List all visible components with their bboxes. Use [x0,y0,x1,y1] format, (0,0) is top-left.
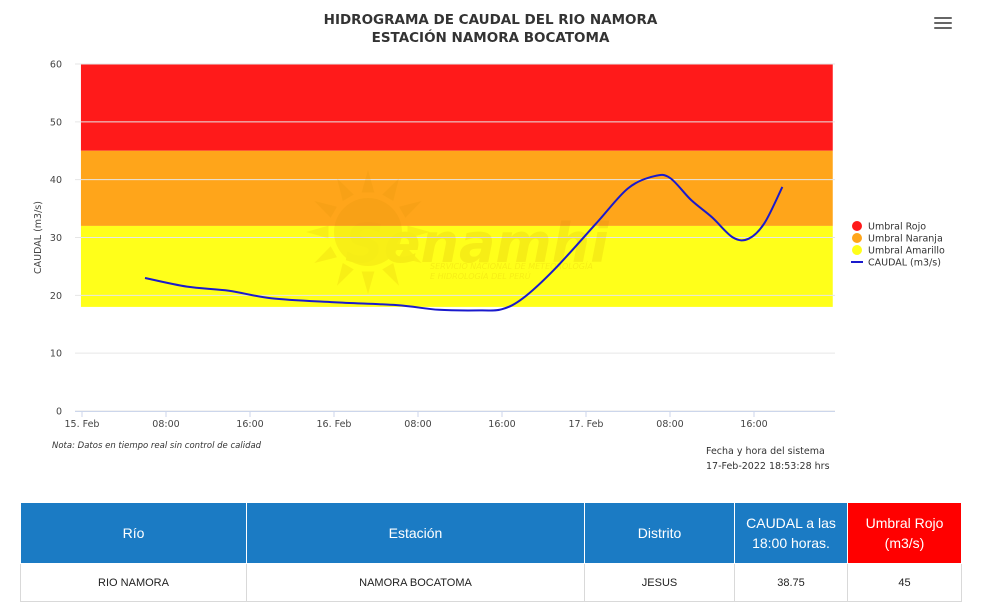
cell-rio: RIO NAMORA [20,563,247,602]
watermark-brand: Senamhi [345,212,610,275]
header-umbral-rojo: Umbral Rojo (m3/s) [847,502,962,564]
y-tick-label: 60 [50,60,62,71]
y-tick-label: 0 [56,407,62,418]
system-time-value: 17-Feb-2022 18:53:28 hrs [706,461,830,472]
x-tick-label: 15. Feb [65,419,100,430]
cell-distrito: JESUS [584,563,735,602]
legend-marker [852,233,862,243]
sun-ray [361,170,375,193]
sun-ray [337,263,354,286]
sun-ray [314,201,337,218]
station-table: Río Estación Distrito CAUDAL a las 18:00… [20,502,962,602]
cell-estacion: NAMORA BOCATOMA [246,563,585,602]
header-estacion: Estación [246,502,585,564]
x-tick-label: 08:00 [152,419,179,430]
watermark-line2: E HIDROLOGÍA DEL PERÚ [430,270,531,281]
sun-ray [314,246,337,263]
y-tick-label: 20 [50,291,62,302]
sun-ray [382,263,399,286]
y-tick-label: 30 [50,233,62,244]
chart-title-block: HIDROGRAMA DE CAUDAL DEL RIO NAMORA ESTA… [0,11,981,47]
table-header-row: Río Estación Distrito CAUDAL a las 18:00… [20,502,962,564]
series-line-caudal [144,173,784,312]
band-umbral-rojo [80,64,833,151]
x-tick-label: 16:00 [740,419,767,430]
chart-title: HIDROGRAMA DE CAUDAL DEL RIO NAMORA [323,12,658,28]
system-time-label: Fecha y hora del sistema [706,446,825,457]
sun-ray [361,271,375,294]
axes: 0 10 20 30 40 50 60 15. Feb 08:00 16:00 16. Feb 08:… [33,60,835,430]
legend-marker [852,245,862,255]
series [144,173,784,312]
legend-marker [852,221,862,231]
band-umbral-amarillo [80,225,833,307]
system-time: Fecha y hora del sistema 17-Feb-2022 18:… [706,444,830,474]
legend-item-label: Umbral Amarillo [868,246,945,257]
y-tick-label: 40 [50,175,62,186]
sun-ray [306,225,329,239]
sun-ray [399,201,422,218]
sun-ray [399,246,422,263]
sun-ray [382,178,399,201]
header-caudal: CAUDAL a las 18:00 horas. [734,502,848,564]
sun-ray [407,225,430,239]
hydrograph-chart: Senamhi SERVICIO NACIONAL DE METEOROLOGÍ… [33,60,945,431]
sun-ray [337,178,354,201]
header-rio: Río [20,502,247,564]
header-distrito: Distrito [584,502,735,564]
chart-subtitle: ESTACIÓN NAMORA BOCATOMA [371,30,610,46]
y-tick-label: 10 [50,349,62,360]
legend-item-label: CAUDAL (m3/s) [868,258,941,269]
cell-umbral-rojo: 45 [847,563,962,602]
hamburger-menu-icon[interactable] [932,14,954,34]
sun-logo-icon [306,170,430,294]
y-tick-label: 50 [50,117,62,128]
x-tick-label: 16. Feb [317,419,352,430]
watermark-line1: SERVICIO NACIONAL DE METEOROLOGÍA [430,260,593,271]
x-tick-label: 08:00 [656,419,683,430]
x-tick-label: 16:00 [236,419,263,430]
x-tick-label: 17. Feb [569,419,604,430]
y-axis-label: CAUDAL (m3/s) [33,201,44,274]
data-quality-note: Nota: Datos en tiempo real sin control d… [52,441,262,451]
legend-item-label: Umbral Naranja [868,234,943,245]
x-tick-label: 08:00 [404,419,431,430]
x-tick-label: 16:00 [488,419,515,430]
cell-caudal: 38.75 [734,563,848,602]
senamhi-watermark: Senamhi SERVICIO NACIONAL DE METEOROLOGÍ… [306,170,610,294]
legend-item-label: Umbral Rojo [868,222,926,233]
table-row: RIO NAMORA NAMORA BOCATOMA JESUS 38.75 4… [20,563,962,602]
